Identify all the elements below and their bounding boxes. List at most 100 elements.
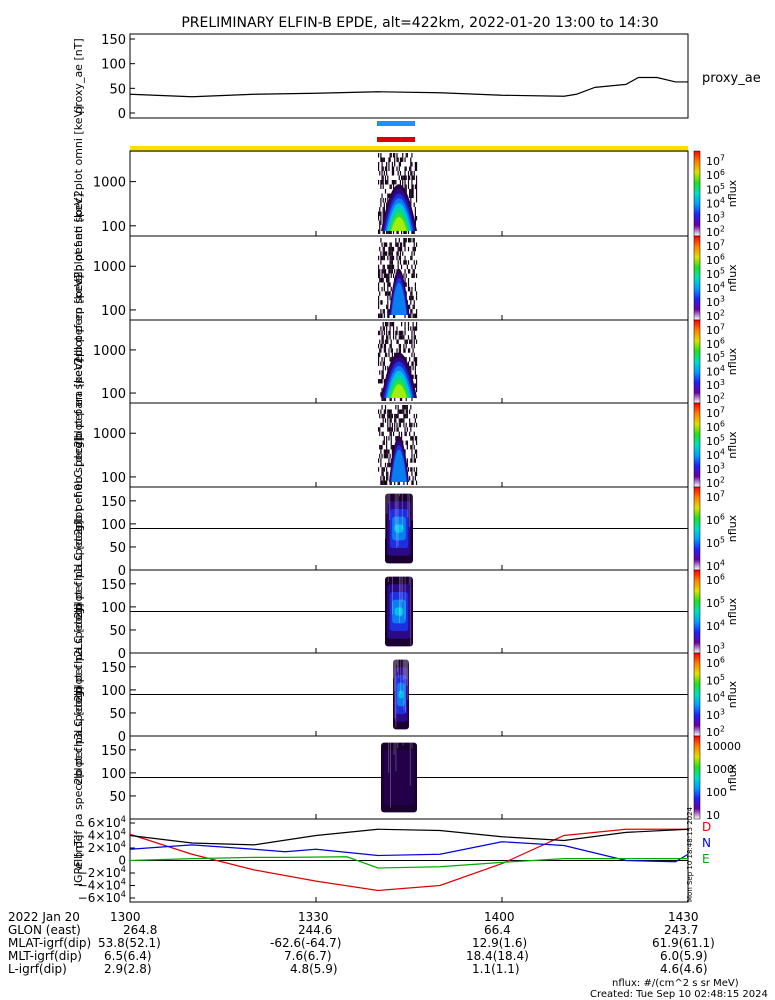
panel-1-noise-cell bbox=[381, 157, 383, 162]
panel-1-noise-cell bbox=[390, 153, 392, 158]
panel-4-noise-cell bbox=[389, 409, 391, 414]
panel-2-noise-cell bbox=[380, 255, 382, 261]
panel-4-noise-cell bbox=[387, 409, 389, 414]
panel-2-noise-cell bbox=[404, 238, 406, 243]
panel-5-stripe bbox=[411, 493, 413, 521]
panel-2-noise-cell bbox=[381, 278, 383, 283]
panel-5-stripe bbox=[385, 493, 386, 539]
panel-1-flux-layer-7 bbox=[391, 216, 407, 231]
panel-2-noise-cell bbox=[383, 282, 385, 287]
colorbar-3-label-3: 104 bbox=[706, 364, 725, 378]
panel-2-ytick-0: 1000 bbox=[93, 260, 126, 275]
panel-3-noise-cell bbox=[381, 335, 383, 340]
panel-2-noise-cell bbox=[404, 313, 406, 318]
panel-2-noise-cell bbox=[387, 278, 389, 283]
panel-7-stripe bbox=[397, 659, 398, 672]
panel-8-stripe bbox=[395, 742, 397, 772]
panel-1-noise-cell bbox=[383, 207, 385, 212]
panel-3-noise-cell bbox=[413, 330, 415, 336]
panel-2-noise-cell bbox=[415, 309, 418, 314]
panel-2-noise-cell bbox=[395, 238, 397, 243]
panel-4-noise-cell bbox=[390, 480, 392, 485]
panel-3-noise-cell bbox=[387, 365, 389, 371]
colorbar-3-label-4: 103 bbox=[706, 378, 725, 392]
panel-4-noise-cell bbox=[381, 413, 383, 419]
panel-1-noise-cell bbox=[388, 229, 390, 234]
panel-4-noise-cell bbox=[381, 467, 383, 472]
panel-1-noise-cell bbox=[399, 162, 402, 167]
panel-1-noise-cell bbox=[405, 175, 407, 180]
panel-5-ytick-3: 0 bbox=[118, 564, 126, 579]
panel-4-noise-cell bbox=[397, 413, 399, 419]
panel-2-noise-cell bbox=[399, 246, 402, 252]
orbit-row2-val1: -62.6(-64.7) bbox=[270, 936, 342, 950]
panel-2-noise-cell bbox=[391, 269, 393, 274]
panel-2-noise-cell bbox=[411, 264, 413, 270]
panel-2-noise-cell bbox=[396, 242, 398, 247]
panel-4-noise-cell bbox=[386, 449, 388, 454]
panel-4-noise-cell bbox=[382, 476, 384, 481]
panel-1-noise-cell bbox=[409, 189, 411, 194]
panel-1-noise-cell bbox=[411, 193, 413, 198]
panel-2-noise-cell bbox=[384, 291, 387, 296]
igrf-ytick-5: −4×104 bbox=[78, 877, 126, 893]
panel-7-stripe bbox=[400, 659, 402, 694]
orbit-row0-val2: 1400 bbox=[484, 910, 515, 924]
panel-3-noise-cell bbox=[379, 352, 381, 358]
panel-2-noise-cell bbox=[409, 286, 411, 292]
panel-1-noise-cell bbox=[415, 166, 418, 171]
panel-1-noise-cell bbox=[387, 229, 389, 234]
panel-1-noise-cell bbox=[398, 166, 400, 171]
panel-2-flux-layer-3 bbox=[391, 282, 407, 315]
panel-2-noise-cell bbox=[378, 286, 380, 292]
panel-2-noise-cell bbox=[410, 313, 412, 318]
panel-2-noise-cell bbox=[404, 282, 406, 287]
panel-3-noise-cell bbox=[386, 339, 388, 344]
panel-2-noise-cell bbox=[384, 273, 387, 278]
panel-3-noise-cell bbox=[407, 322, 410, 327]
panel-3-noise-cell bbox=[381, 379, 383, 384]
panel-2-noise-cell bbox=[379, 246, 381, 252]
panel-2-noise-cell bbox=[379, 273, 381, 278]
colorbar-6-label-0: 106 bbox=[706, 573, 725, 587]
panel-2-noise-cell bbox=[380, 309, 382, 314]
panel-4-noise-cell bbox=[383, 436, 385, 441]
panel-2-noise-cell bbox=[415, 260, 418, 265]
panel-2-noise-cell bbox=[413, 304, 415, 310]
panel-4-noise-cell bbox=[409, 476, 411, 481]
panel-3-noise-cell bbox=[383, 357, 385, 362]
panel-4-noise-cell bbox=[403, 422, 405, 428]
panel-3-noise-cell bbox=[379, 348, 381, 353]
panel-4-noise-cell bbox=[380, 480, 382, 485]
panel-3-noise-cell bbox=[386, 326, 388, 331]
panel-3-noise-cell bbox=[412, 365, 414, 371]
panel-1-noise-cell bbox=[409, 193, 411, 198]
panel-4-noise-cell bbox=[406, 458, 408, 463]
panel-4-noise-cell bbox=[402, 409, 404, 414]
panel-1-noise-cell bbox=[381, 162, 383, 167]
panel-3-noise-cell bbox=[387, 339, 389, 344]
panel-2-noise-cell bbox=[386, 304, 388, 310]
panel-1-noise-cell bbox=[392, 171, 395, 176]
panel-1-noise-cell bbox=[381, 166, 383, 171]
panel-3-noise-cell bbox=[415, 383, 418, 388]
colorbar-6-label-2: 104 bbox=[706, 619, 725, 633]
panel-3-noise-cell bbox=[386, 335, 388, 340]
panel-2-noise-cell bbox=[409, 238, 411, 243]
panel-3-noise-cell bbox=[380, 343, 382, 349]
panel-4-noise-cell bbox=[390, 458, 392, 463]
panel-1-noise-cell bbox=[392, 180, 395, 185]
panel-2-noise-cell bbox=[387, 304, 389, 310]
panel-0-ytick-3: 0 bbox=[118, 107, 126, 122]
panel-3-noise-cell bbox=[398, 335, 400, 340]
colorbar-4-label-2: 105 bbox=[706, 434, 725, 448]
panel-8-stripe bbox=[409, 742, 411, 786]
panel-3-noise-cell bbox=[403, 335, 405, 340]
panel-3-noise-cell bbox=[381, 339, 383, 344]
panel-1-noise-cell bbox=[396, 166, 398, 171]
colorbar-1-label-3: 104 bbox=[706, 196, 725, 210]
panel-7-stripe bbox=[408, 659, 410, 664]
orbit-row3-val3: 6.0(5.9) bbox=[660, 949, 708, 963]
panel-4-noise-cell bbox=[415, 436, 418, 441]
colorbar-1-label-5: 102 bbox=[706, 225, 725, 239]
